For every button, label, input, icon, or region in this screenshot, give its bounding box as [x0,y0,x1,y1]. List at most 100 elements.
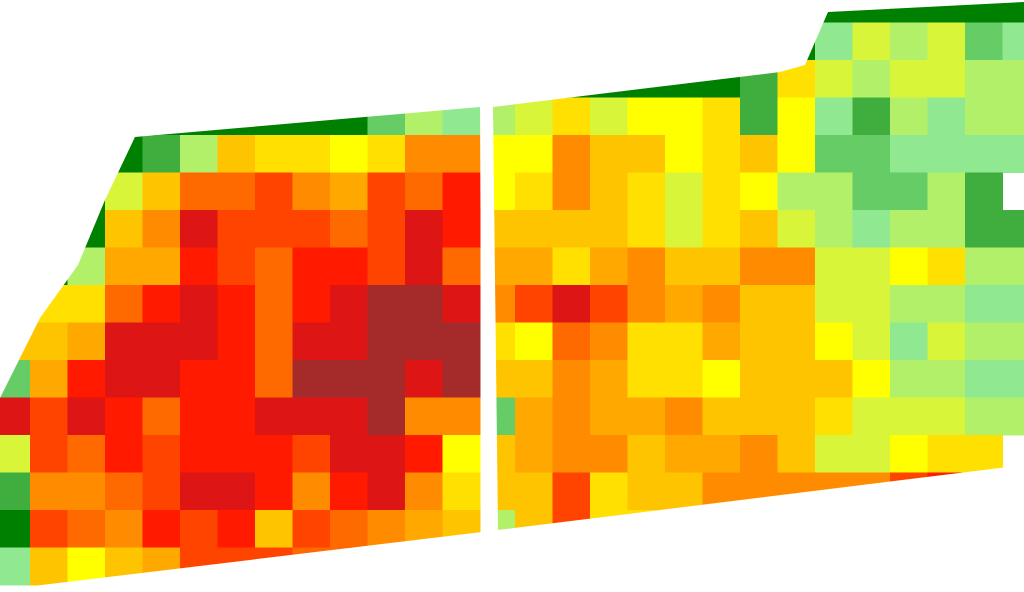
zone-cell [493,60,516,99]
zone-cell [890,97,929,136]
zone-cell [367,107,406,136]
zone-cell [493,472,516,511]
zone-cell [590,435,629,474]
zone-cell [777,135,816,174]
zone-cell [180,247,219,286]
zone-cell [493,135,516,174]
zone-cell [255,247,294,286]
zone-cell [330,135,369,174]
zone-cell [30,510,69,549]
zone-cell [777,60,816,99]
zone-cell [405,435,444,474]
zone-cell [217,135,256,174]
zone-cell [665,360,704,399]
zone-cell [493,247,516,286]
zone-cell [330,547,369,586]
zone-cell [740,322,779,361]
zone-cell [367,247,406,286]
zone-cell [927,397,966,436]
zone-cell [927,97,966,136]
zone-cell [627,22,666,61]
zone-cell [367,397,406,436]
zone-cell [665,435,704,474]
zone-cell [777,360,816,399]
zone-cell [142,322,181,361]
zone-cell [1002,60,1024,99]
zone-cell [590,97,629,136]
zone-cell [627,172,666,211]
zone-cell [105,172,144,211]
zone-cell [852,247,891,286]
zone-cell [702,60,741,99]
zone-cell [965,510,1004,530]
zone-cell [493,322,516,361]
zone-cell [852,397,891,436]
zone-cell [30,322,69,361]
zone-cell [493,210,516,249]
field [0,107,482,586]
zone-cell [442,135,481,174]
zone-cell [590,360,629,399]
zone-cell [665,60,704,99]
zone-cell [777,435,816,474]
zone-cell [852,285,891,324]
zone-cell [367,285,406,324]
zone-cell [627,247,666,286]
zone-cell [142,472,181,511]
zone-cell [815,210,854,249]
zone-cell [442,397,481,436]
zone-cell [665,247,704,286]
zone-cell [890,360,929,399]
zone-cell [292,135,331,174]
zone-cell [590,247,629,286]
zone-cell [367,360,406,399]
zone-cell [515,135,554,174]
zone-cell [180,210,219,249]
zone-cell [1002,2,1024,24]
zone-cell [852,435,891,474]
zone-cell [852,472,891,511]
zone-cell [367,510,406,549]
zone-cell [777,397,816,436]
zone-cell [105,435,144,474]
zone-cell [105,322,144,361]
zone-cell [815,510,854,530]
zone-cell [67,172,106,211]
zone-cell [105,135,144,174]
zone-cell [405,397,444,436]
zone-cell [0,285,31,324]
zone-cell [740,172,779,211]
zone-cell [67,107,106,136]
zone-cell [330,247,369,286]
zone-cell [702,322,741,361]
zone-cell [815,97,854,136]
zone-cell [627,322,666,361]
zone-cell [217,210,256,249]
zone-cell [30,285,69,324]
zone-cell [927,322,966,361]
zone-cell [815,472,854,511]
zone-cell [590,60,629,99]
zone-cell [105,360,144,399]
zone-cell [255,547,294,586]
zone-cell [852,210,891,249]
zone-cell [740,22,779,61]
zone-cell [30,135,69,174]
zone-cell [367,435,406,474]
zone-cell [815,22,854,61]
zone-cell [927,2,966,24]
zone-cell [552,510,591,530]
zone-cell [740,285,779,324]
zone-cell [330,397,369,436]
zone-cell [815,172,854,211]
zone-cell [515,322,554,361]
zone-cell [815,2,854,24]
zone-cell [0,360,31,399]
zone-cell [1002,397,1024,436]
zone-cell [180,172,219,211]
zone-cell [740,97,779,136]
zone-cell [180,360,219,399]
zone-cell [702,2,741,24]
zone-cell [493,22,516,61]
